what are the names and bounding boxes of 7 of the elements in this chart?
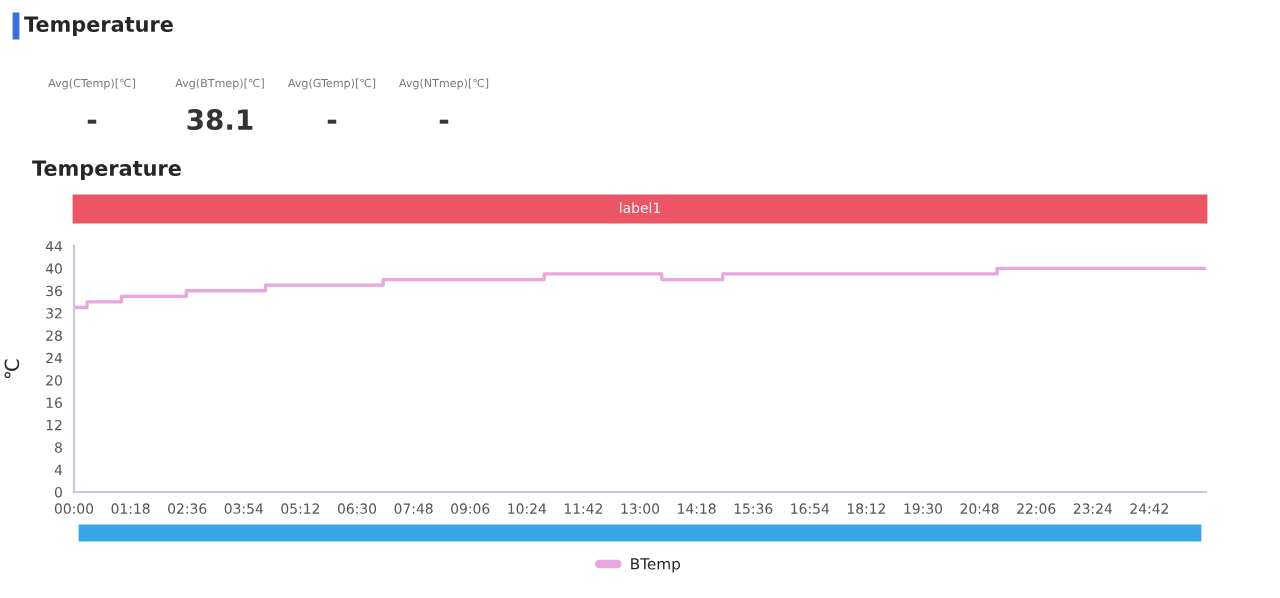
text: - bbox=[87, 119, 97, 124]
chart-title: Temperature bbox=[24, 16, 173, 37]
text: - bbox=[327, 119, 337, 124]
text: 38.1 bbox=[187, 109, 253, 131]
text: - bbox=[439, 119, 449, 124]
chart-subtitle: Temperature bbox=[32, 160, 181, 181]
y-axis-title: ℃ bbox=[4, 359, 20, 379]
